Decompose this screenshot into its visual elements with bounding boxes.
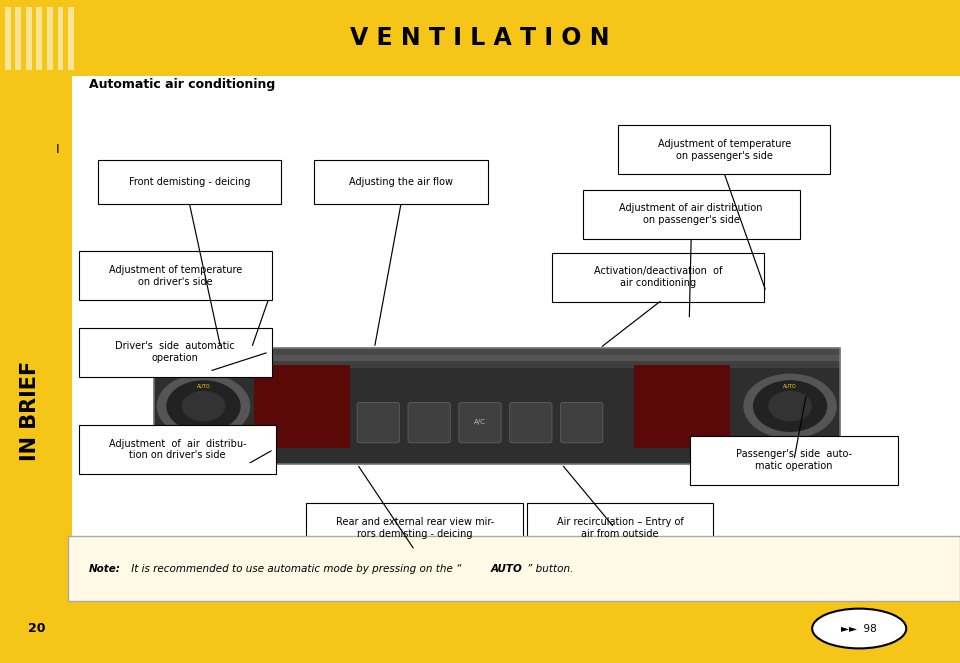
Text: It is recommended to use automatic mode by pressing on the “: It is recommended to use automatic mode … [128,564,461,574]
Circle shape [167,381,240,432]
FancyBboxPatch shape [58,7,63,70]
Text: ►►  98: ►► 98 [841,623,877,634]
FancyBboxPatch shape [552,253,764,302]
Circle shape [744,374,836,438]
FancyBboxPatch shape [254,365,350,448]
FancyBboxPatch shape [0,599,960,663]
FancyBboxPatch shape [68,7,74,70]
FancyBboxPatch shape [15,7,21,70]
FancyBboxPatch shape [47,7,53,70]
Text: ” button.: ” button. [527,564,573,574]
Text: Note:: Note: [89,564,121,574]
FancyBboxPatch shape [0,76,72,663]
FancyBboxPatch shape [26,7,32,70]
FancyBboxPatch shape [459,402,501,443]
Text: Adjustment of temperature
on driver's side: Adjustment of temperature on driver's si… [108,265,242,286]
FancyBboxPatch shape [618,125,830,174]
FancyBboxPatch shape [36,7,42,70]
FancyBboxPatch shape [79,328,272,377]
Circle shape [754,381,827,432]
Text: Adjusting the air flow: Adjusting the air flow [348,177,453,188]
FancyBboxPatch shape [583,190,800,239]
Text: Air recirculation – Entry of
air from outside: Air recirculation – Entry of air from ou… [557,517,684,538]
Text: Activation/deactivation  of
air conditioning: Activation/deactivation of air condition… [594,267,722,288]
Text: AUTO: AUTO [197,384,210,389]
FancyBboxPatch shape [314,160,488,204]
Circle shape [157,374,250,438]
Text: Adjustment  of  air  distribu-
tion on driver's side: Adjustment of air distribu- tion on driv… [108,439,247,460]
FancyBboxPatch shape [561,402,603,443]
Text: Adjustment of air distribution
on passenger's side: Adjustment of air distribution on passen… [619,204,763,225]
FancyBboxPatch shape [306,503,523,552]
Circle shape [769,391,811,421]
FancyBboxPatch shape [154,348,840,464]
Circle shape [182,391,225,421]
FancyBboxPatch shape [154,348,840,361]
Ellipse shape [812,609,906,648]
Text: AUTO: AUTO [783,384,797,389]
Text: V E N T I L A T I O N: V E N T I L A T I O N [350,26,610,50]
Text: A/C: A/C [474,419,486,426]
Text: Automatic air conditioning: Automatic air conditioning [89,78,276,91]
FancyBboxPatch shape [68,536,960,601]
FancyBboxPatch shape [0,0,960,76]
Text: 20: 20 [28,622,45,635]
Text: I: I [56,143,60,156]
FancyBboxPatch shape [5,7,11,70]
Text: AUTO: AUTO [491,564,522,574]
FancyBboxPatch shape [72,76,960,600]
Text: IN BRIEF: IN BRIEF [20,361,40,461]
Text: Front demisting - deicing: Front demisting - deicing [129,177,251,188]
FancyBboxPatch shape [690,436,898,485]
FancyBboxPatch shape [357,402,399,443]
Text: Adjustment of temperature
on passenger's side: Adjustment of temperature on passenger's… [658,139,791,160]
Text: Passenger's  side  auto-
matic operation: Passenger's side auto- matic operation [736,450,852,471]
FancyBboxPatch shape [154,355,840,368]
Text: Driver's  side  automatic
operation: Driver's side automatic operation [115,341,235,363]
FancyBboxPatch shape [634,365,730,448]
FancyBboxPatch shape [98,160,281,204]
Text: Rear and external rear view mir-
rors demisting - deicing: Rear and external rear view mir- rors de… [336,517,493,538]
FancyBboxPatch shape [79,425,276,474]
FancyBboxPatch shape [527,503,713,552]
FancyBboxPatch shape [510,402,552,443]
FancyBboxPatch shape [408,402,450,443]
FancyBboxPatch shape [79,251,272,300]
